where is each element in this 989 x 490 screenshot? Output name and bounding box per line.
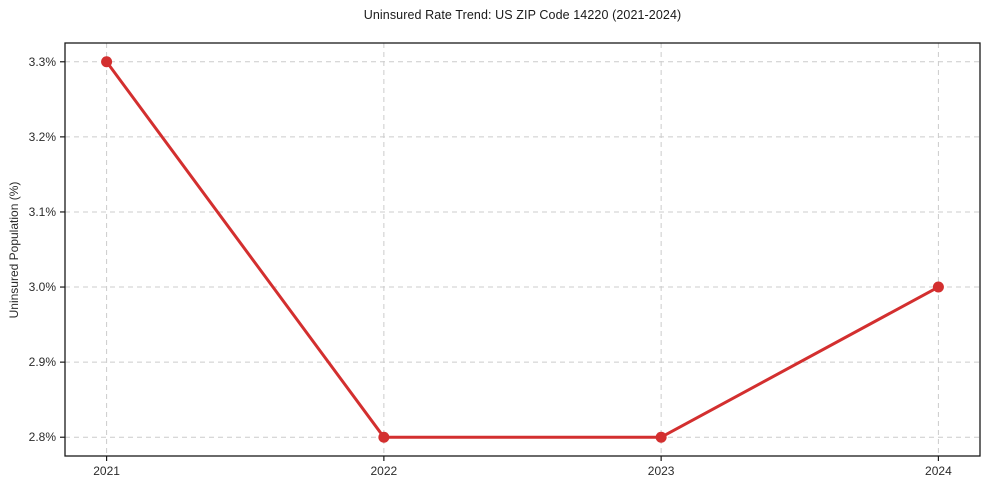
- y-tick-label: 3.0%: [29, 280, 57, 294]
- data-point-marker: [932, 281, 944, 293]
- x-tick-label: 2021: [93, 464, 120, 478]
- x-tick-label: 2023: [648, 464, 675, 478]
- y-tick-label: 2.9%: [29, 355, 57, 369]
- y-tick-label: 3.2%: [29, 130, 57, 144]
- y-tick-label: 3.1%: [29, 205, 57, 219]
- trend-line: [105, 60, 940, 439]
- data-point-marker: [378, 431, 390, 443]
- x-tick-label: 2022: [371, 464, 398, 478]
- x-tick-label: 2024: [925, 464, 952, 478]
- data-point-marker: [101, 56, 113, 68]
- y-tick-label: 2.8%: [29, 430, 57, 444]
- chart-title: Uninsured Rate Trend: US ZIP Code 14220 …: [363, 8, 682, 22]
- y-tick-label: 3.3%: [29, 55, 57, 69]
- data-point-marker: [655, 431, 667, 443]
- plot-border: [64, 42, 981, 457]
